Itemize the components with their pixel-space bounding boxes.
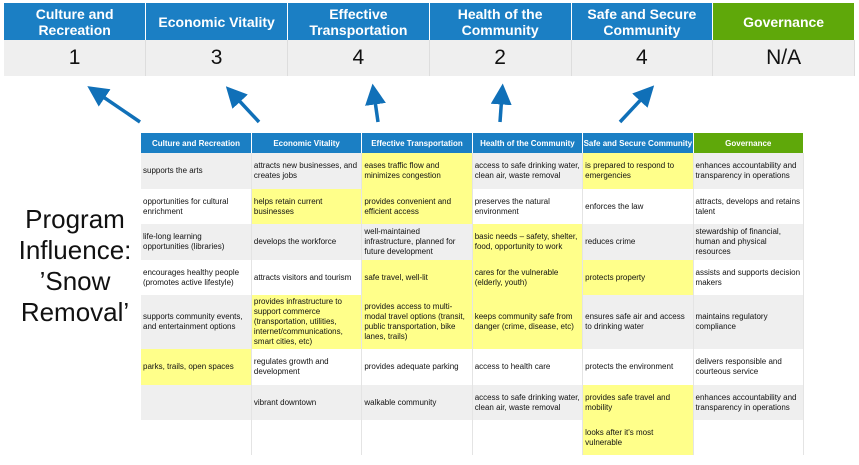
matrix-cell <box>693 420 805 455</box>
score-cell: N/A <box>712 40 855 76</box>
category-header: Safe and Secure Community <box>571 3 714 40</box>
table-row: life-long learning opportunities (librar… <box>141 224 805 260</box>
matrix-cell: looks after it's most vulnerable <box>582 420 694 455</box>
matrix-cell <box>361 420 473 455</box>
matrix-cell: reduces crime <box>582 224 694 260</box>
matrix-cell: enhances accountability and transparency… <box>693 385 805 420</box>
score-cell: 1 <box>4 40 147 76</box>
matrix-cell <box>472 420 584 455</box>
matrix-cell: basic needs – safety, shelter, food, opp… <box>472 224 584 260</box>
matrix-cell: access to safe drinking water, clean air… <box>472 153 584 189</box>
matrix-cell: attracts new businesses, and creates job… <box>251 153 363 189</box>
title-line: Influence: <box>18 235 132 265</box>
arrow-icon <box>618 85 655 124</box>
category-header: Economic Vitality <box>145 3 288 40</box>
score-summary-table: Culture and Recreation Economic Vitality… <box>4 3 855 76</box>
matrix-cell: supports community events, and entertain… <box>141 295 252 349</box>
matrix-cell: keeps community safe from danger (crime,… <box>472 295 584 349</box>
matrix-cell: attracts, develops and retains talent <box>693 189 805 224</box>
matrix-cell: walkable community <box>361 385 473 420</box>
matrix-cell: provides convenient and efficient access <box>361 189 473 224</box>
category-header: Health of the Community <box>429 3 572 40</box>
score-cell: 2 <box>429 40 572 76</box>
category-header: Effective Transportation <box>287 3 430 40</box>
table-row: parks, trails, open spaces regulates grow… <box>141 349 805 385</box>
table-row: encourages healthy people (promotes acti… <box>141 260 805 295</box>
score-cell: 3 <box>145 40 288 76</box>
matrix-cell: protects the environment <box>582 349 694 385</box>
matrix-cell: enhances accountability and transparency… <box>693 153 805 189</box>
matrix-cell: encourages healthy people (promotes acti… <box>141 260 252 295</box>
table-row: supports the arts attracts new businesses… <box>141 153 805 189</box>
arrow-icon <box>490 83 512 123</box>
matrix-header: Culture and Recreation <box>141 133 252 153</box>
influence-matrix: Culture and Recreation Economic Vitality… <box>141 133 805 455</box>
matrix-cell: parks, trails, open spaces <box>141 349 252 385</box>
matrix-cell: develops the workforce <box>251 224 363 260</box>
table-row: vibrant downtown walkable community access… <box>141 385 805 420</box>
title-line: Program <box>25 204 125 234</box>
matrix-cell: access to health care <box>472 349 584 385</box>
category-header: Governance <box>712 3 855 40</box>
program-title: Program Influence: ’Snow Removal’ <box>0 204 150 328</box>
arrow-icon <box>365 83 386 123</box>
matrix-cell: provides infrastructure to support comme… <box>251 295 363 349</box>
matrix-cell: vibrant downtown <box>251 385 363 420</box>
matrix-cell: safe travel, well-lit <box>361 260 473 295</box>
matrix-cell: stewardship of financial, human and phys… <box>693 224 805 260</box>
matrix-cell: is prepared to respond to emergencies <box>582 153 694 189</box>
matrix-header: Safe and Secure Community <box>582 133 694 153</box>
matrix-cell: ensures safe air and access to drinking … <box>582 295 694 349</box>
matrix-cell: attracts visitors and tourism <box>251 260 363 295</box>
matrix-cell: well-maintained infrastructure, planned … <box>361 224 473 260</box>
matrix-cell: life-long learning opportunities (librar… <box>141 224 252 260</box>
matrix-cell: enforces the law <box>582 189 694 224</box>
matrix-cell: maintains regulatory compliance <box>693 295 805 349</box>
matrix-cell: opportunities for cultural enrichment <box>141 189 252 224</box>
matrix-cell <box>141 385 252 420</box>
matrix-header: Governance <box>693 133 805 153</box>
matrix-header: Economic Vitality <box>251 133 363 153</box>
matrix-cell: helps retain current businesses <box>251 189 363 224</box>
title-line: ’Snow <box>39 266 111 296</box>
matrix-header: Effective Transportation <box>361 133 473 153</box>
matrix-cell: cares for the vulnerable (elderly, youth… <box>472 260 584 295</box>
matrix-cell: preserves the natural environment <box>472 189 584 224</box>
matrix-cell <box>251 420 363 455</box>
table-row: opportunities for cultural enrichment hel… <box>141 189 805 224</box>
matrix-cell <box>141 420 252 455</box>
score-cell: 4 <box>571 40 714 76</box>
matrix-cell: provides access to multi-modal travel op… <box>361 295 473 349</box>
matrix-header: Health of the Community <box>472 133 584 153</box>
arrow-icon <box>87 86 141 124</box>
score-cell: 4 <box>287 40 430 76</box>
matrix-cell: access to safe drinking water, clean air… <box>472 385 584 420</box>
matrix-cell: provides adequate parking <box>361 349 473 385</box>
matrix-cell: eases traffic flow and minimizes congest… <box>361 153 473 189</box>
matrix-cell: provides safe travel and mobility <box>582 385 694 420</box>
table-row: looks after it's most vulnerable <box>141 420 805 455</box>
matrix-cell: assists and supports decision makers <box>693 260 805 295</box>
category-header: Culture and Recreation <box>4 3 147 40</box>
arrows <box>87 83 655 124</box>
matrix-cell: protects property <box>582 260 694 295</box>
title-line: Removal’ <box>20 297 130 327</box>
arrow-icon <box>225 86 261 124</box>
matrix-cell: supports the arts <box>141 153 252 189</box>
table-row: supports community events, and entertain… <box>141 295 805 349</box>
matrix-cell: delivers responsible and courteous servi… <box>693 349 805 385</box>
matrix-cell: regulates growth and development <box>251 349 363 385</box>
